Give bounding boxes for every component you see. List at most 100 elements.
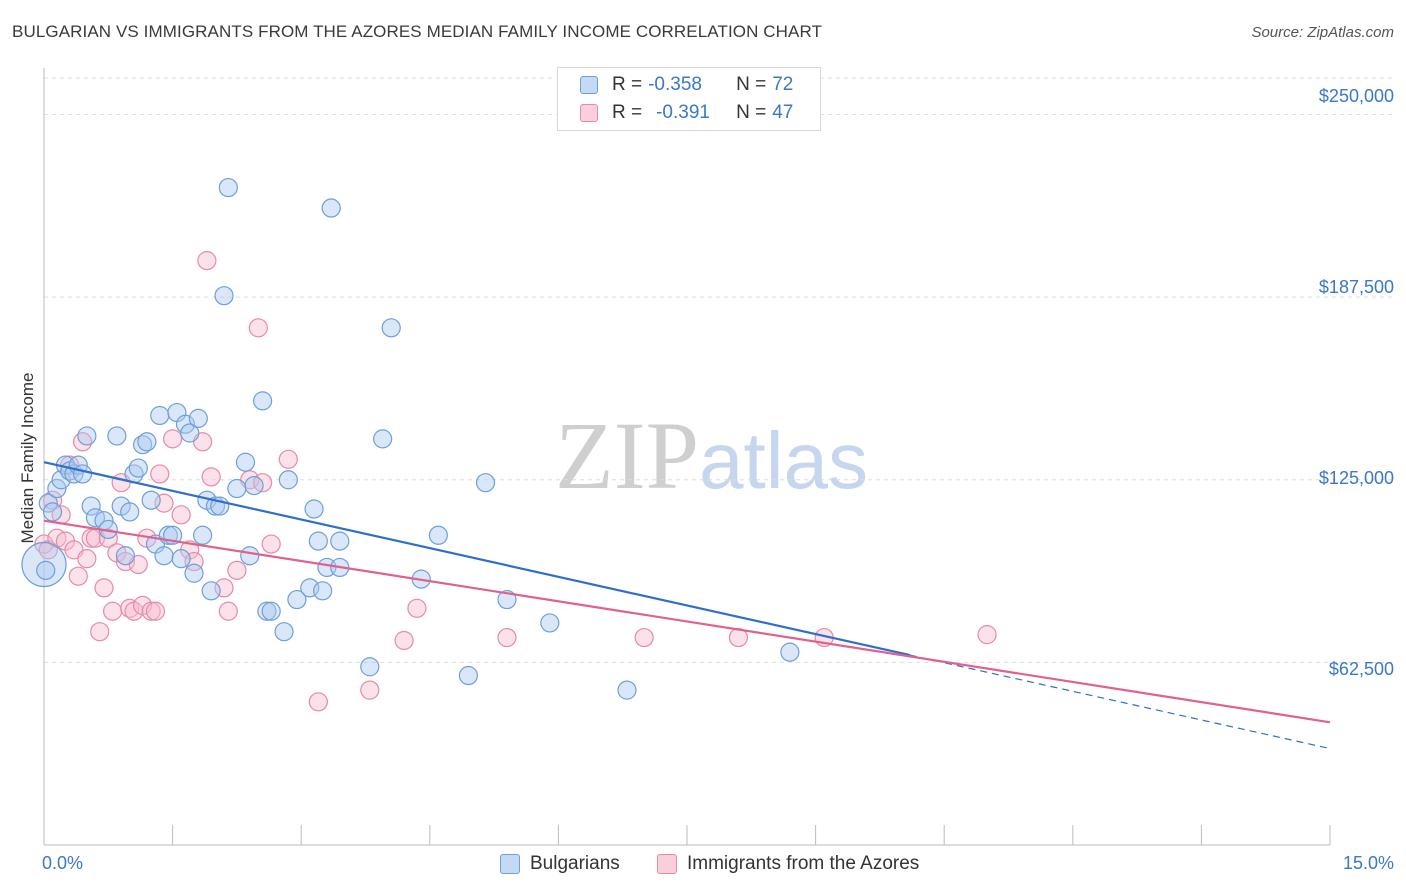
bulgarian-point — [313, 581, 333, 601]
bottom-bulgarians-swatch — [500, 854, 520, 874]
bulgarians-n-value: 72 — [772, 74, 794, 95]
azores-point — [171, 505, 191, 525]
bulgarian-point — [154, 546, 174, 566]
bulgarian-point — [128, 458, 148, 478]
azores-point — [227, 560, 247, 580]
azores-point — [141, 601, 161, 621]
legend-row-azores: R = -0.391 N = 47 — [580, 102, 793, 124]
azores-point — [163, 429, 183, 449]
bulgarian-point — [540, 613, 560, 633]
bottom-bulgarians-label: Bulgarians — [530, 853, 620, 874]
bulgarian-point — [274, 622, 294, 642]
azores-point — [407, 598, 427, 618]
bulgarian-point — [81, 496, 101, 516]
bulgarian-point — [218, 177, 238, 198]
bulgarian-point — [330, 531, 350, 551]
bulgarian-point — [287, 589, 307, 610]
bulgarians-trend-line — [43, 461, 911, 657]
bulgarian-point — [278, 470, 298, 490]
azores-point — [977, 625, 997, 645]
bulgarian-point — [171, 549, 191, 569]
bulgarian-points — [21, 177, 800, 700]
bulgarian-point — [780, 642, 800, 662]
azores-point — [94, 578, 114, 598]
bulgarian-point — [214, 286, 234, 306]
azores-point — [77, 549, 97, 569]
bulgarian-point — [36, 560, 56, 580]
bulgarian-point — [193, 525, 213, 545]
bulgarian-point — [261, 601, 281, 621]
azores-point — [360, 680, 380, 700]
bulgarian-point — [244, 476, 264, 496]
x-tick-label-max: 15.0% — [1342, 853, 1394, 873]
bottom-legend-azores: Immigrants from the Azores — [657, 853, 919, 875]
bulgarian-point — [458, 665, 478, 686]
zipatlas-watermark: ZIPatlas — [555, 400, 868, 511]
bulgarian-point — [253, 391, 273, 411]
bulgarian-point — [180, 423, 200, 443]
watermark-atlas: atlas — [699, 416, 868, 505]
bulgarian-point — [188, 408, 208, 429]
bulgarian-point — [107, 426, 127, 446]
chart-title: BULGARIAN VS IMMIGRANTS FROM THE AZORES … — [12, 22, 823, 41]
x-tick-label-min: 0.0% — [42, 853, 84, 873]
bulgarian-point — [475, 473, 496, 493]
bulgarian-point — [428, 525, 448, 545]
bulgarian-point — [137, 432, 157, 452]
bulgarian-point — [304, 499, 324, 519]
bulgarian-point — [21, 541, 67, 588]
bulgarians-swatch — [580, 76, 598, 94]
azores-point — [634, 627, 654, 648]
azores-point — [218, 601, 238, 621]
azores-point — [308, 692, 328, 712]
legend-r-label: R = — [612, 74, 643, 95]
bottom-legend-bulgarians: Bulgarians — [500, 853, 620, 875]
bulgarian-point — [240, 546, 260, 566]
legend-row-bulgarians: R = -0.358 N = 72 — [580, 74, 793, 96]
correlation-legend: R = -0.358 N = 72 R = -0.391 N = 47 — [557, 67, 821, 131]
bulgarian-point — [47, 478, 67, 499]
bulgarian-point — [373, 429, 393, 449]
axes — [43, 68, 1331, 846]
bulgarian-point — [257, 601, 277, 621]
bulgarian-point — [120, 502, 140, 522]
azores-point — [81, 528, 101, 548]
bulgarian-point — [38, 493, 58, 513]
bulgarians-r-value: -0.358 — [648, 74, 702, 95]
bulgarians-trend-extension — [909, 654, 1331, 750]
azores-point — [394, 630, 414, 651]
bulgarian-point — [321, 198, 341, 218]
trend-lines — [43, 461, 1331, 750]
azores-point — [197, 251, 217, 271]
bulgarian-point — [184, 563, 204, 583]
y-tick-label-250000: $250,000 — [1318, 86, 1394, 106]
azores-point — [497, 627, 517, 648]
azores-point — [261, 534, 281, 554]
legend-n-label: N = — [736, 102, 767, 123]
azores-point — [145, 601, 166, 621]
bottom-azores-label: Immigrants from the Azores — [687, 853, 920, 874]
azores-point — [201, 467, 221, 487]
bulgarian-point — [617, 680, 637, 700]
azores-n-value: 47 — [772, 102, 794, 123]
y-axis-title: Median Family Income — [18, 372, 37, 544]
azores-point — [68, 566, 88, 586]
azores-trend-line — [43, 519, 1331, 724]
bulgarian-point — [72, 464, 93, 484]
bulgarian-point — [201, 581, 221, 601]
bulgarian-point — [141, 490, 161, 510]
gridlines — [44, 77, 1395, 663]
azores-point — [150, 464, 170, 484]
y-tick-label-187500: $187,500 — [1318, 277, 1394, 297]
azores-point — [278, 449, 298, 469]
bulgarian-point — [235, 452, 256, 472]
azores-r-value: -0.391 — [656, 102, 710, 123]
bulgarian-point — [42, 502, 63, 522]
bulgarian-point — [150, 405, 170, 426]
y-tick-label-125000: $125,000 — [1318, 468, 1394, 488]
azores-swatch — [580, 104, 598, 122]
azores-point — [90, 622, 110, 642]
chart-source: Source: ZipAtlas.com — [1251, 24, 1394, 41]
legend-n-label: N = — [736, 74, 767, 95]
legend-r-label: R = — [612, 102, 643, 123]
